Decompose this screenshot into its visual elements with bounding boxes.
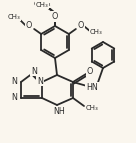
Text: OCH₃: OCH₃ [33,1,51,7]
Text: N: N [31,66,37,76]
Text: CH₃: CH₃ [8,14,21,20]
Text: N: N [11,94,17,103]
Text: CH₃: CH₃ [86,105,98,111]
Text: N: N [11,78,17,87]
Text: O: O [26,21,32,30]
Text: O: O [52,11,58,20]
Text: O: O [78,21,84,30]
Text: CH₃: CH₃ [36,2,48,8]
Text: HN: HN [86,83,98,92]
Text: N: N [37,77,43,86]
Text: NH: NH [53,107,65,116]
Text: CH₃: CH₃ [89,29,102,35]
Text: O: O [87,67,93,77]
Text: O: O [52,12,58,21]
